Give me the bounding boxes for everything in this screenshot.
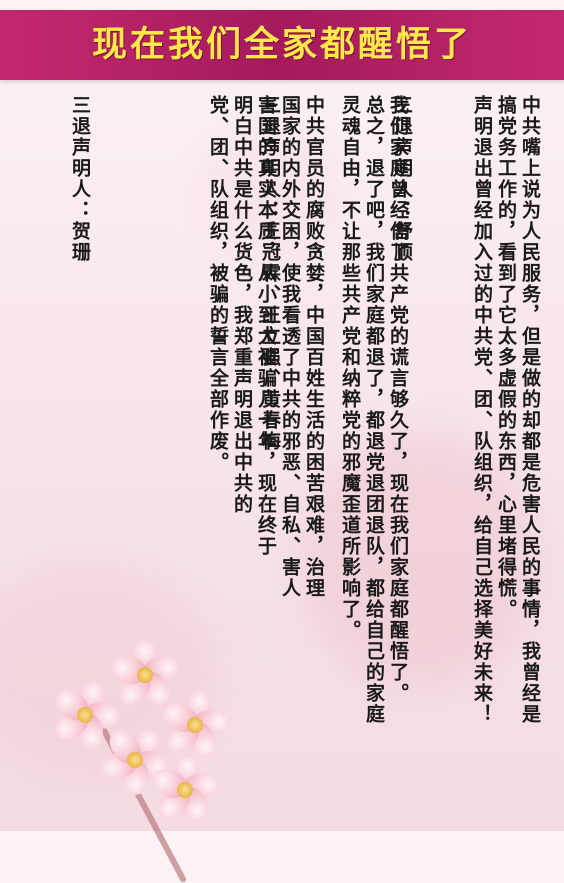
statement-text: 中共嘴上说为人民服务，但是做的却都是危害人民的事情，我曾经是 搞党务工作的，看到… xyxy=(471,95,541,725)
cherry-blossom-icon xyxy=(157,688,232,763)
cherry-blossom-icon xyxy=(147,754,223,827)
cherry-blossom-decoration xyxy=(40,600,280,883)
statement-signature: 三退声明人：舒顺 xyxy=(391,95,413,263)
statement-text: 我们家庭曾经信了共产党的谎言够久了，现在我们家庭都醒悟了。 总之，退了吧，我们家… xyxy=(339,95,409,725)
cherry-blossom-icon xyxy=(48,677,121,753)
background-glow xyxy=(200,120,340,260)
statement-signature: 三退声明人：王冠霖、王立强、黄春梅 xyxy=(259,95,281,452)
background-glow xyxy=(300,430,540,690)
title-banner: 现在我们全家都醒悟了 xyxy=(0,10,564,80)
statement-signature: 三退声明人：贺珊 xyxy=(69,95,91,263)
cherry-blossom-icon xyxy=(97,723,173,796)
cherry-blossom-icon xyxy=(107,640,183,711)
page-title: 现在我们全家都醒悟了 xyxy=(91,25,472,65)
statement-text: 中共官员的腐败贪婪，中国百姓生活的困苦艰难，治理 国家的内外交困，使我看透了中共… xyxy=(207,95,325,599)
